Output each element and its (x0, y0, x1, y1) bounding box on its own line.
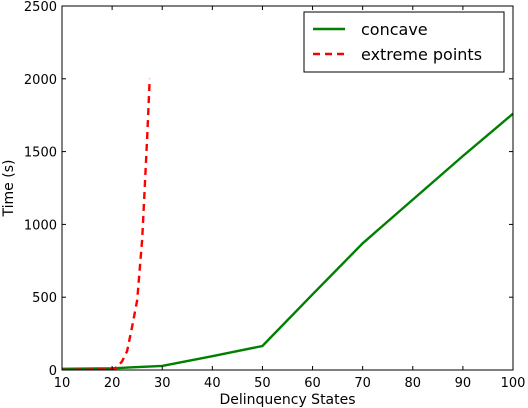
y-tick-label: 500 (32, 291, 57, 306)
plot-frame (61, 5, 514, 371)
x-tick-label: 100 (501, 376, 526, 391)
x-tick-label: 30 (154, 376, 171, 391)
legend-box (303, 11, 505, 73)
series-line-concave (62, 112, 513, 370)
x-tick-label: 40 (204, 376, 221, 391)
y-tick-label: 0 (49, 364, 57, 379)
y-tick-label: 1500 (24, 146, 57, 161)
y-axis: 0 500 1000 1500 2000 2500 (24, 0, 513, 379)
legend: concave extreme points (303, 11, 505, 73)
x-tick-label: 20 (104, 376, 121, 391)
series-line-extreme-points (62, 78, 151, 370)
x-tick-label: 50 (254, 376, 271, 391)
x-tick-label: 60 (304, 376, 321, 391)
y-tick-label: 2000 (24, 73, 57, 88)
x-tick-label: 70 (354, 376, 371, 391)
y-axis-label: Time (s) (1, 160, 17, 218)
x-axis-label: Delinquency States (219, 392, 355, 408)
x-tick-label: 80 (405, 376, 422, 391)
y-tick-label: 1000 (24, 218, 57, 233)
plot-lines (62, 78, 513, 370)
legend-label-concave: concave (361, 20, 428, 39)
x-tick-label: 90 (455, 376, 472, 391)
x-axis: 10 20 30 40 50 60 70 80 90 100 (54, 6, 526, 391)
x-tick-label: 10 (54, 376, 71, 391)
legend-label-extreme-points: extreme points (361, 45, 482, 64)
y-tick-label: 2500 (24, 0, 57, 15)
